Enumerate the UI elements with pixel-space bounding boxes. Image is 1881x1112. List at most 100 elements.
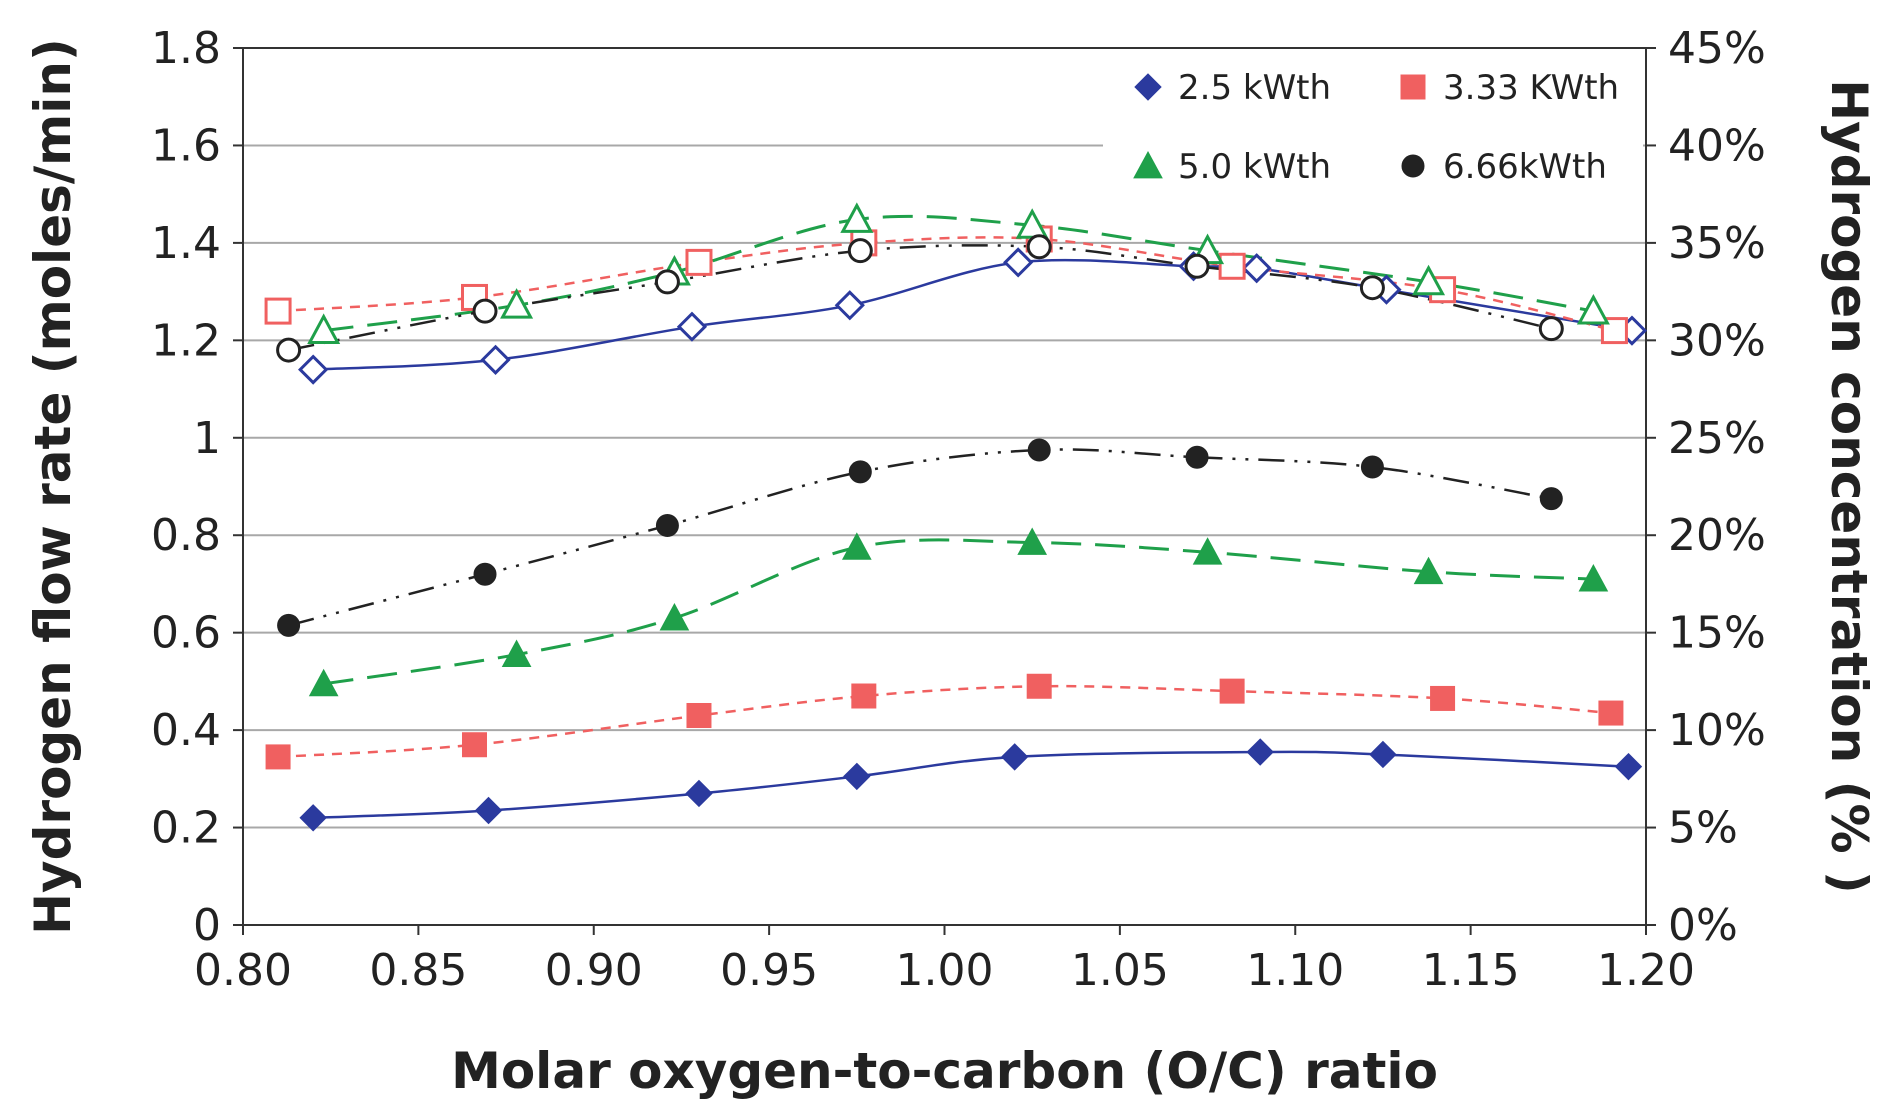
flow-marker-2	[265, 744, 291, 770]
legend-background	[1103, 58, 1643, 188]
flow-marker-4	[473, 562, 497, 586]
concentration-marker-1	[1241, 253, 1272, 284]
concentration-marker-2	[1218, 252, 1246, 280]
concentration-marker-4	[654, 269, 680, 295]
x-tick-label: 0.95	[720, 945, 818, 996]
y-tick-label: 1	[193, 413, 221, 464]
gridlines	[243, 144, 1646, 829]
x-tick-label: 1.00	[896, 945, 994, 996]
concentration-marker-2	[264, 297, 292, 325]
flow-marker-1	[299, 804, 327, 832]
legend-label-4: 6.66kWth	[1443, 147, 1607, 187]
legend-marker-4	[1401, 154, 1425, 178]
flow-marker-4	[1539, 487, 1563, 511]
y2-tick-label: 40%	[1668, 120, 1766, 171]
flow-marker-4	[277, 613, 301, 637]
concentration-marker-4	[472, 298, 498, 324]
flow-marker-1	[685, 779, 713, 808]
flow-marker-3	[1017, 527, 1048, 555]
concentration-marker-3	[307, 313, 341, 344]
series-line-2-concentration	[278, 236, 1615, 332]
flow-marker-2	[461, 732, 487, 758]
y2-tick-label: 20%	[1668, 510, 1766, 561]
concentration-marker-3	[840, 202, 874, 233]
flow-marker-1	[474, 796, 503, 825]
flow-marker-3	[1192, 537, 1223, 565]
y2-tick-label: 15%	[1668, 608, 1766, 659]
flow-marker-1	[1000, 743, 1029, 771]
series-line-4-flow	[288, 448, 1552, 627]
y-axis-title: Hydrogen flow rate (moles/min)	[24, 38, 82, 935]
concentration-marker-1	[676, 311, 708, 342]
flow-marker-2	[1026, 673, 1052, 699]
concentration-marker-1	[480, 344, 511, 375]
concentration-marker-4	[847, 238, 873, 264]
flow-marker-3	[1413, 556, 1444, 585]
concentration-marker-4	[1359, 275, 1385, 301]
x-tick-label: 1.05	[1071, 945, 1169, 996]
concentration-marker-1	[298, 354, 329, 385]
series-markers	[264, 202, 1648, 832]
concentration-marker-1	[1003, 247, 1034, 278]
flow-marker-3	[501, 639, 532, 667]
x-tick-label: 1.20	[1597, 945, 1695, 996]
flow-marker-2	[686, 702, 712, 728]
flow-marker-2	[1430, 685, 1456, 711]
x-axis-title: Molar oxygen-to-carbon (O/C) ratio	[451, 1042, 1438, 1100]
concentration-marker-4	[1184, 253, 1210, 279]
x-tick-label: 0.85	[369, 945, 467, 996]
flow-marker-3	[308, 668, 339, 697]
flow-marker-2	[1598, 700, 1624, 726]
x-tick-label: 0.80	[194, 945, 292, 996]
flow-marker-1	[1246, 738, 1274, 766]
legend-label-2: 3.33 KWth	[1443, 68, 1619, 108]
concentration-marker-1	[834, 290, 865, 321]
concentration-marker-4	[1026, 234, 1052, 260]
legend-marker-2	[1400, 74, 1426, 100]
y2-axis-ticks: 0% 5% 10% 15% 20% 25% 30% 35% 40% 45%	[1646, 23, 1766, 951]
y2-tick-label: 10%	[1668, 705, 1766, 756]
y-tick-label: 1.4	[151, 218, 221, 269]
y-tick-label: 1.2	[151, 315, 221, 366]
series-line-3-concentration	[323, 214, 1594, 333]
y2-tick-label: 5%	[1668, 803, 1738, 854]
series-line-1-flow	[313, 750, 1629, 820]
y-tick-label: 0.8	[151, 510, 221, 561]
flow-marker-4	[1027, 438, 1051, 462]
flow-marker-4	[655, 513, 679, 537]
legend-marker-1	[1134, 73, 1162, 101]
concentration-marker-4	[276, 337, 302, 363]
flow-marker-4	[848, 460, 872, 484]
x-tick-label: 1.10	[1246, 945, 1344, 996]
y2-axis-title: Hydrogen concentration (% )	[1820, 79, 1878, 894]
y-tick-label: 0	[193, 900, 221, 951]
y-tick-label: 0.6	[151, 608, 221, 659]
concentration-marker-3	[1576, 293, 1610, 325]
flow-marker-4	[1360, 455, 1384, 479]
legend-marker-3	[1133, 150, 1163, 179]
y2-tick-label: 45%	[1668, 23, 1766, 74]
series-line-3-flow	[323, 538, 1594, 686]
legend-label-1: 2.5 kWth	[1178, 68, 1331, 108]
y-tick-label: 1.8	[151, 23, 221, 74]
flow-marker-2	[1219, 678, 1245, 704]
y2-tick-label: 25%	[1668, 413, 1766, 464]
concentration-marker-4	[1538, 316, 1564, 342]
flow-marker-3	[841, 532, 872, 560]
flow-marker-1	[843, 762, 871, 791]
x-axis-ticks: 0.80 0.85 0.90 0.95 1.00 1.05 1.10 1.15 1.20	[194, 925, 1695, 996]
concentration-marker-3	[1412, 264, 1446, 296]
flow-marker-4	[1185, 445, 1209, 469]
y2-tick-label: 35%	[1668, 218, 1766, 269]
flow-marker-2	[851, 683, 877, 709]
y-tick-label: 0.2	[151, 803, 221, 854]
concentration-marker-2	[685, 248, 713, 276]
y2-tick-label: 0%	[1668, 900, 1738, 951]
x-tick-label: 1.15	[1422, 945, 1520, 996]
flow-marker-3	[659, 602, 690, 631]
flow-marker-1	[1614, 752, 1643, 781]
y-axis-ticks: 0 0.2 0.4 0.6 0.8 1 1.2 1.4 1.6 1.8	[151, 23, 243, 951]
flow-marker-1	[1369, 740, 1397, 769]
flow-marker-3	[1578, 564, 1609, 592]
